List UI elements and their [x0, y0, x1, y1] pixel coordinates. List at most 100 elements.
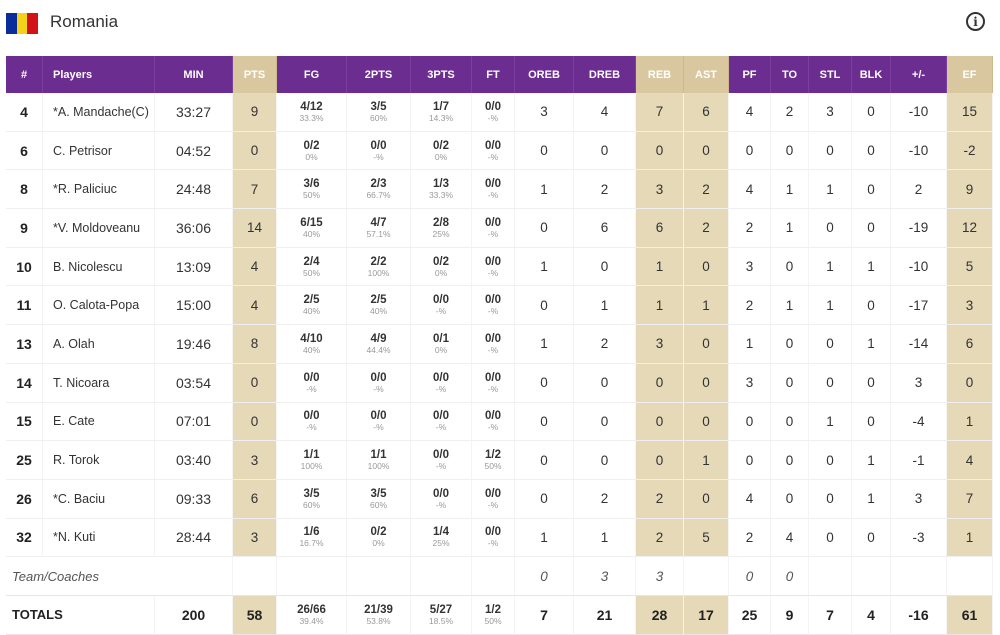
player-oreb: 0	[515, 209, 574, 248]
col-header-pts[interactable]: PTS	[233, 56, 277, 93]
col-header-fg[interactable]: FG	[277, 56, 347, 93]
player-two-pointers-pct: 44.4%	[366, 344, 391, 355]
player-number: 11	[6, 286, 43, 326]
player-two-pointers-pct: -%	[373, 422, 384, 433]
player-minutes: 13:09	[155, 247, 233, 287]
totals-fg-pct: 39.4%	[299, 615, 324, 626]
player-ef: 15	[947, 93, 993, 132]
team-coaches-label: Team/Coaches	[6, 557, 233, 596]
player-name-link[interactable]: R. Torok	[43, 441, 155, 480]
player-oreb: 0	[515, 286, 574, 326]
player-ast: 0	[684, 325, 729, 364]
col-header-stl[interactable]: STL	[809, 56, 852, 93]
info-icon[interactable]: i	[966, 12, 985, 31]
player-plus-minus: -3	[891, 518, 947, 558]
col-header-to[interactable]: TO	[771, 56, 809, 93]
player-three-pointers: 0/0 -%	[411, 402, 472, 442]
player-to: 0	[771, 247, 809, 287]
player-plus-minus: 3	[891, 363, 947, 403]
player-free-throws: 0/0 -%	[472, 402, 515, 442]
player-three-pointers: 1/7 14.3%	[411, 93, 472, 132]
player-name-link[interactable]: B. Nicolescu	[43, 247, 155, 287]
player-row: 4 *A. Mandache(C) 33:27 9 4/12 33.3% 3/5 60% 1/7…	[6, 93, 993, 132]
player-free-throws-pct: -%	[487, 383, 499, 394]
player-stl: 0	[809, 325, 852, 364]
col-header-3pts[interactable]: 3PTS	[411, 56, 472, 93]
player-name-link[interactable]: *V. Moldoveanu	[43, 209, 155, 248]
player-field-goals-made: 3/6	[303, 178, 320, 191]
player-oreb: 0	[515, 441, 574, 480]
player-stl: 3	[809, 93, 852, 132]
col-header-pf[interactable]: PF	[729, 56, 771, 93]
player-number: 25	[6, 441, 43, 480]
totals-2pts-made: 21/39	[364, 603, 393, 616]
totals-ft-made: 1/2	[485, 603, 501, 616]
player-free-throws: 0/0 -%	[472, 247, 515, 287]
player-ast: 5	[684, 518, 729, 558]
col-header-plus-minus[interactable]: +/-	[891, 56, 947, 93]
player-blk: 0	[852, 402, 891, 442]
player-free-throws-pct: -%	[487, 499, 499, 510]
player-plus-minus: 2	[891, 170, 947, 210]
col-header-reb[interactable]: REB	[636, 56, 684, 93]
player-name-link[interactable]: *A. Mandache(C)	[43, 93, 155, 132]
player-dreb: 2	[574, 325, 636, 364]
totals-min: 200	[155, 595, 233, 635]
player-field-goals: 0/0 -%	[277, 402, 347, 442]
player-two-pointers-made: 3/5	[370, 487, 387, 500]
player-row: 11 O. Calota-Popa 15:00 4 2/5 40% 2/5 40% 0/0 -% 0…	[6, 286, 993, 326]
player-pf: 2	[729, 518, 771, 558]
col-header-players[interactable]: Players	[43, 56, 155, 93]
player-three-pointers-pct: -%	[435, 383, 447, 394]
player-row: 10 B. Nicolescu 13:09 4 2/4 50% 2/2 100% 0/2 0% 0/…	[6, 247, 993, 287]
player-row: 9 *V. Moldoveanu 36:06 14 6/15 40% 4/7 57.1% 2/8…	[6, 209, 993, 248]
player-free-throws: 0/0 -%	[472, 286, 515, 326]
player-number: 4	[6, 93, 43, 132]
player-two-pointers: 2/3 66.7%	[347, 170, 411, 210]
player-plus-minus: -1	[891, 441, 947, 480]
col-header-ef[interactable]: EF	[947, 56, 993, 93]
player-field-goals: 1/1 100%	[277, 441, 347, 480]
player-name-link[interactable]: *R. Paliciuc	[43, 170, 155, 210]
player-name-link[interactable]: C. Petrisor	[43, 131, 155, 171]
col-header-ft[interactable]: FT	[472, 56, 515, 93]
player-name-link[interactable]: O. Calota-Popa	[43, 286, 155, 326]
player-name-link[interactable]: *N. Kuti	[43, 518, 155, 558]
player-pf: 2	[729, 209, 771, 248]
player-number: 8	[6, 170, 43, 210]
player-field-goals: 3/6 50%	[277, 170, 347, 210]
player-minutes: 03:54	[155, 363, 233, 403]
col-header-dreb[interactable]: DREB	[574, 56, 636, 93]
player-dreb: 2	[574, 479, 636, 519]
player-three-pointers: 0/0 -%	[411, 286, 472, 326]
player-to: 1	[771, 209, 809, 248]
player-oreb: 0	[515, 402, 574, 442]
player-blk: 0	[852, 286, 891, 326]
player-reb: 3	[636, 325, 684, 364]
player-name-link[interactable]: A. Olah	[43, 325, 155, 364]
player-free-throws-made: 0/0	[485, 332, 501, 345]
player-to: 0	[771, 131, 809, 171]
player-three-pointers-pct: -%	[435, 461, 447, 472]
player-name-link[interactable]: *C. Baciu	[43, 479, 155, 519]
player-field-goals-made: 3/5	[303, 487, 320, 500]
totals-ft: 1/2 50%	[472, 595, 515, 635]
player-name-link[interactable]: E. Cate	[43, 402, 155, 442]
col-header-blk[interactable]: BLK	[852, 56, 891, 93]
player-stl: 0	[809, 131, 852, 171]
player-minutes: 19:46	[155, 325, 233, 364]
player-reb: 2	[636, 479, 684, 519]
col-header-number[interactable]: #	[6, 56, 43, 93]
col-header-min[interactable]: MIN	[155, 56, 233, 93]
col-header-oreb[interactable]: OREB	[515, 56, 574, 93]
player-name-link[interactable]: T. Nicoara	[43, 363, 155, 403]
col-header-2pts[interactable]: 2PTS	[347, 56, 411, 93]
totals-reb: 28	[636, 595, 684, 635]
player-points: 8	[233, 325, 277, 364]
player-minutes: 04:52	[155, 131, 233, 171]
team-coaches-row: Team/Coaches 0 3 3 0 0	[6, 557, 993, 596]
player-minutes: 15:00	[155, 286, 233, 326]
player-two-pointers-made: 0/2	[370, 526, 387, 539]
col-header-ast[interactable]: AST	[684, 56, 729, 93]
player-plus-minus: -10	[891, 247, 947, 287]
